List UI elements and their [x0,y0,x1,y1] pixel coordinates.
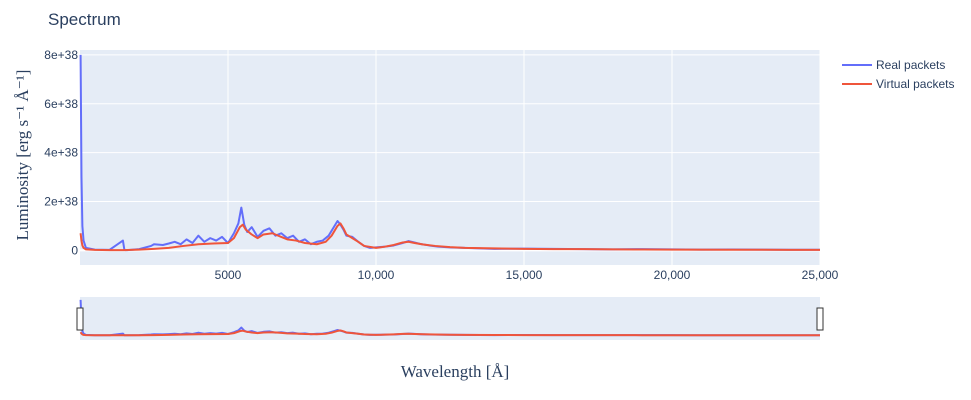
legend-label[interactable]: Virtual packets [876,77,955,91]
range-slider-right-handle[interactable] [816,307,824,331]
x-tick-label: 10,000 [358,268,395,282]
plot-area[interactable] [80,50,820,265]
x-tick-label: 15,000 [506,268,543,282]
range-slider-line-virtual-packets [79,329,820,337]
legend-label[interactable]: Real packets [876,58,945,72]
legend: Real packets Virtual packets [842,58,955,91]
range-slider-left-handle[interactable] [76,307,84,331]
y-axis-title: Luminosity [erg s⁻¹ Å⁻¹] [13,70,32,241]
y-tick-label: 2e+38 [44,194,78,208]
y-tick-label: 0 [71,243,78,257]
x-tick-label: 20,000 [654,268,691,282]
y-tick-label: 6e+38 [44,97,78,111]
range-slider-series [79,299,820,337]
chart-title: Spectrum [48,10,121,29]
y-tick-label: 8e+38 [44,48,78,62]
y-tick-label: 4e+38 [44,146,78,160]
x-axis-ticks: 5000 10,000 15,000 20,000 25,000 [215,268,839,282]
x-tick-label: 25,000 [802,268,839,282]
x-axis-title: Wavelength [Å] [401,362,510,381]
series-line-virtual-packets[interactable] [79,222,820,252]
x-tick-label: 5000 [215,268,242,282]
series-layer [79,54,820,252]
y-axis-ticks: 0 2e+38 4e+38 6e+38 8e+38 [44,48,78,257]
